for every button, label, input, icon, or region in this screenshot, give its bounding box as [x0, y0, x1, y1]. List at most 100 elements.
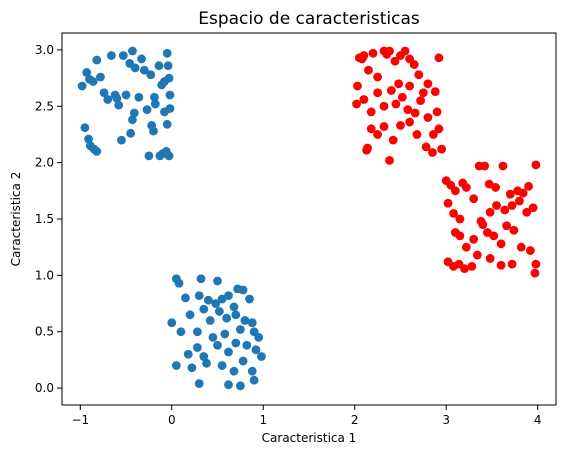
data-point-blue: [203, 295, 213, 305]
data-point-red: [396, 121, 405, 130]
data-point-blue: [240, 316, 250, 325]
data-point-red: [469, 234, 479, 244]
data-point-red: [368, 48, 378, 58]
data-point-red: [418, 88, 428, 98]
data-point-blue: [194, 291, 204, 301]
data-point-red: [423, 79, 433, 89]
data-point-blue: [224, 291, 233, 301]
data-point-red: [461, 242, 471, 252]
x-tick-label: 0: [168, 413, 176, 427]
data-points: [77, 46, 541, 391]
data-point-blue: [126, 128, 136, 138]
data-point-red: [432, 107, 442, 117]
data-point-blue: [112, 93, 122, 103]
y-tick-label: 2.0: [35, 156, 54, 170]
data-point-red: [491, 183, 501, 192]
data-point-red: [405, 117, 415, 127]
data-point-red: [502, 221, 511, 231]
data-point-blue: [160, 77, 169, 86]
data-point-red: [366, 107, 376, 117]
data-point-red: [507, 259, 517, 269]
data-point-red: [522, 207, 532, 217]
data-point-blue: [247, 366, 257, 376]
y-tick-label: 0.0: [35, 381, 54, 395]
data-point-red: [373, 88, 383, 98]
data-point-blue: [174, 278, 184, 288]
data-point-red: [421, 142, 431, 152]
chart-title: Espacio de caracteristicas: [198, 9, 420, 29]
data-point-blue: [146, 70, 156, 80]
data-point-red: [500, 205, 510, 215]
data-point-blue: [162, 119, 172, 129]
data-point-red: [363, 143, 372, 153]
y-tick-label: 0.5: [35, 325, 54, 339]
data-point-blue: [205, 316, 215, 325]
y-tick-label: 3.0: [35, 43, 54, 57]
data-point-blue: [149, 92, 159, 102]
data-point-red: [505, 189, 515, 199]
data-point-red: [455, 214, 465, 224]
data-point-blue: [254, 332, 264, 342]
data-point-red: [524, 181, 533, 191]
data-point-red: [373, 130, 383, 139]
data-point-red: [400, 46, 410, 56]
x-tick-label: 3: [442, 413, 450, 427]
data-point-blue: [118, 51, 128, 60]
data-point-red: [412, 130, 422, 139]
data-point-red: [373, 72, 383, 82]
data-point-blue: [163, 61, 173, 71]
data-point-blue: [220, 329, 230, 339]
axis-ticks: −1 0 1 2 3 4 0.0 0.5 1.0 1.5 2.0 2.5 3.0: [35, 43, 542, 427]
data-point-blue: [144, 151, 154, 161]
data-point-blue: [103, 95, 113, 104]
data-point-blue: [238, 285, 248, 295]
data-point-blue: [229, 302, 239, 312]
data-point-blue: [245, 294, 254, 304]
data-point-blue: [196, 274, 206, 284]
data-point-blue: [164, 151, 174, 161]
data-point-red: [394, 79, 404, 89]
data-point-red: [528, 203, 538, 213]
data-point-red: [357, 54, 367, 64]
data-point-blue: [231, 338, 241, 348]
y-tick-label: 1.5: [35, 212, 54, 226]
data-point-red: [515, 196, 524, 206]
data-point-blue: [171, 361, 181, 370]
data-point-blue: [257, 352, 266, 361]
data-point-red: [397, 92, 407, 102]
x-tick-label: −1: [71, 413, 89, 427]
data-point-red: [472, 250, 482, 260]
data-point-red: [531, 259, 541, 269]
data-point-blue: [150, 99, 160, 109]
data-point-blue: [235, 325, 245, 334]
data-point-red: [391, 99, 401, 109]
data-point-red: [430, 87, 440, 97]
data-point-blue: [99, 88, 109, 98]
y-tick-label: 2.5: [35, 99, 54, 113]
data-point-red: [386, 86, 396, 95]
y-tick-label: 1.0: [35, 268, 54, 282]
data-point-blue: [77, 81, 87, 91]
data-point-red: [449, 208, 458, 218]
data-point-blue: [117, 135, 126, 145]
x-tick-label: 4: [534, 413, 542, 427]
data-point-red: [434, 124, 444, 134]
data-point-blue: [211, 299, 221, 308]
data-point-blue: [149, 126, 158, 136]
data-point-red: [496, 260, 506, 270]
data-point-red: [467, 261, 477, 271]
data-point-red: [507, 201, 517, 210]
data-point-blue: [154, 61, 164, 71]
data-point-blue: [194, 379, 204, 388]
data-point-blue: [187, 363, 197, 373]
data-point-red: [414, 70, 424, 80]
data-point-blue: [183, 349, 193, 359]
data-point-blue: [224, 347, 233, 357]
data-point-blue: [139, 65, 149, 75]
data-point-red: [509, 225, 519, 235]
data-point-blue: [181, 293, 190, 303]
data-point-blue: [213, 276, 222, 286]
data-point-blue: [129, 108, 139, 118]
data-point-red: [416, 96, 426, 106]
